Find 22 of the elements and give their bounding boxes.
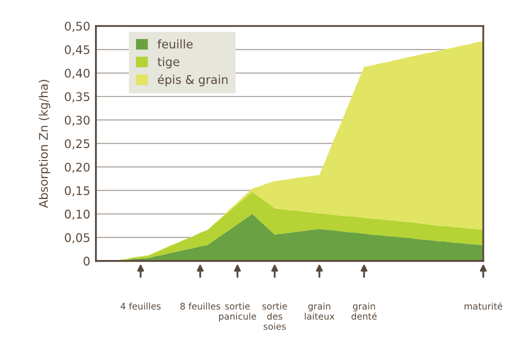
x-tick-label: 8 feuilles	[180, 302, 220, 310]
legend-label: épis & grain	[158, 74, 228, 86]
x-tick-label: sortie panicule	[219, 302, 256, 322]
y-tick-label: 0,15	[64, 186, 90, 196]
x-tick-label: 4 feuilles	[120, 302, 161, 310]
legend-label: feuille	[158, 39, 193, 49]
y-tick-label: 0,35	[64, 92, 90, 102]
y-tick-label: 0,25	[64, 139, 90, 150]
x-tick-label: grain laiteux	[304, 302, 334, 320]
y-tick-label: 0	[84, 256, 90, 266]
legend-label: tige	[158, 57, 180, 68]
y-tick-label: 0,10	[64, 210, 90, 220]
x-tick-label: maturité	[464, 302, 502, 310]
x-tick-label: sortie des soies	[262, 302, 287, 330]
y-tick-label: 0,40	[64, 68, 90, 79]
y-tick-label: 0,20	[64, 162, 90, 173]
y-tick-label: 0,45	[64, 45, 90, 56]
y-axis-title: Absorption Zn (kg/ha)	[38, 80, 50, 208]
y-tick-label: 0,05	[64, 233, 90, 244]
x-tick-label: grain denté	[352, 302, 377, 320]
y-tick-label: 0,50	[64, 22, 90, 32]
y-tick-label: 0,30	[64, 116, 90, 126]
